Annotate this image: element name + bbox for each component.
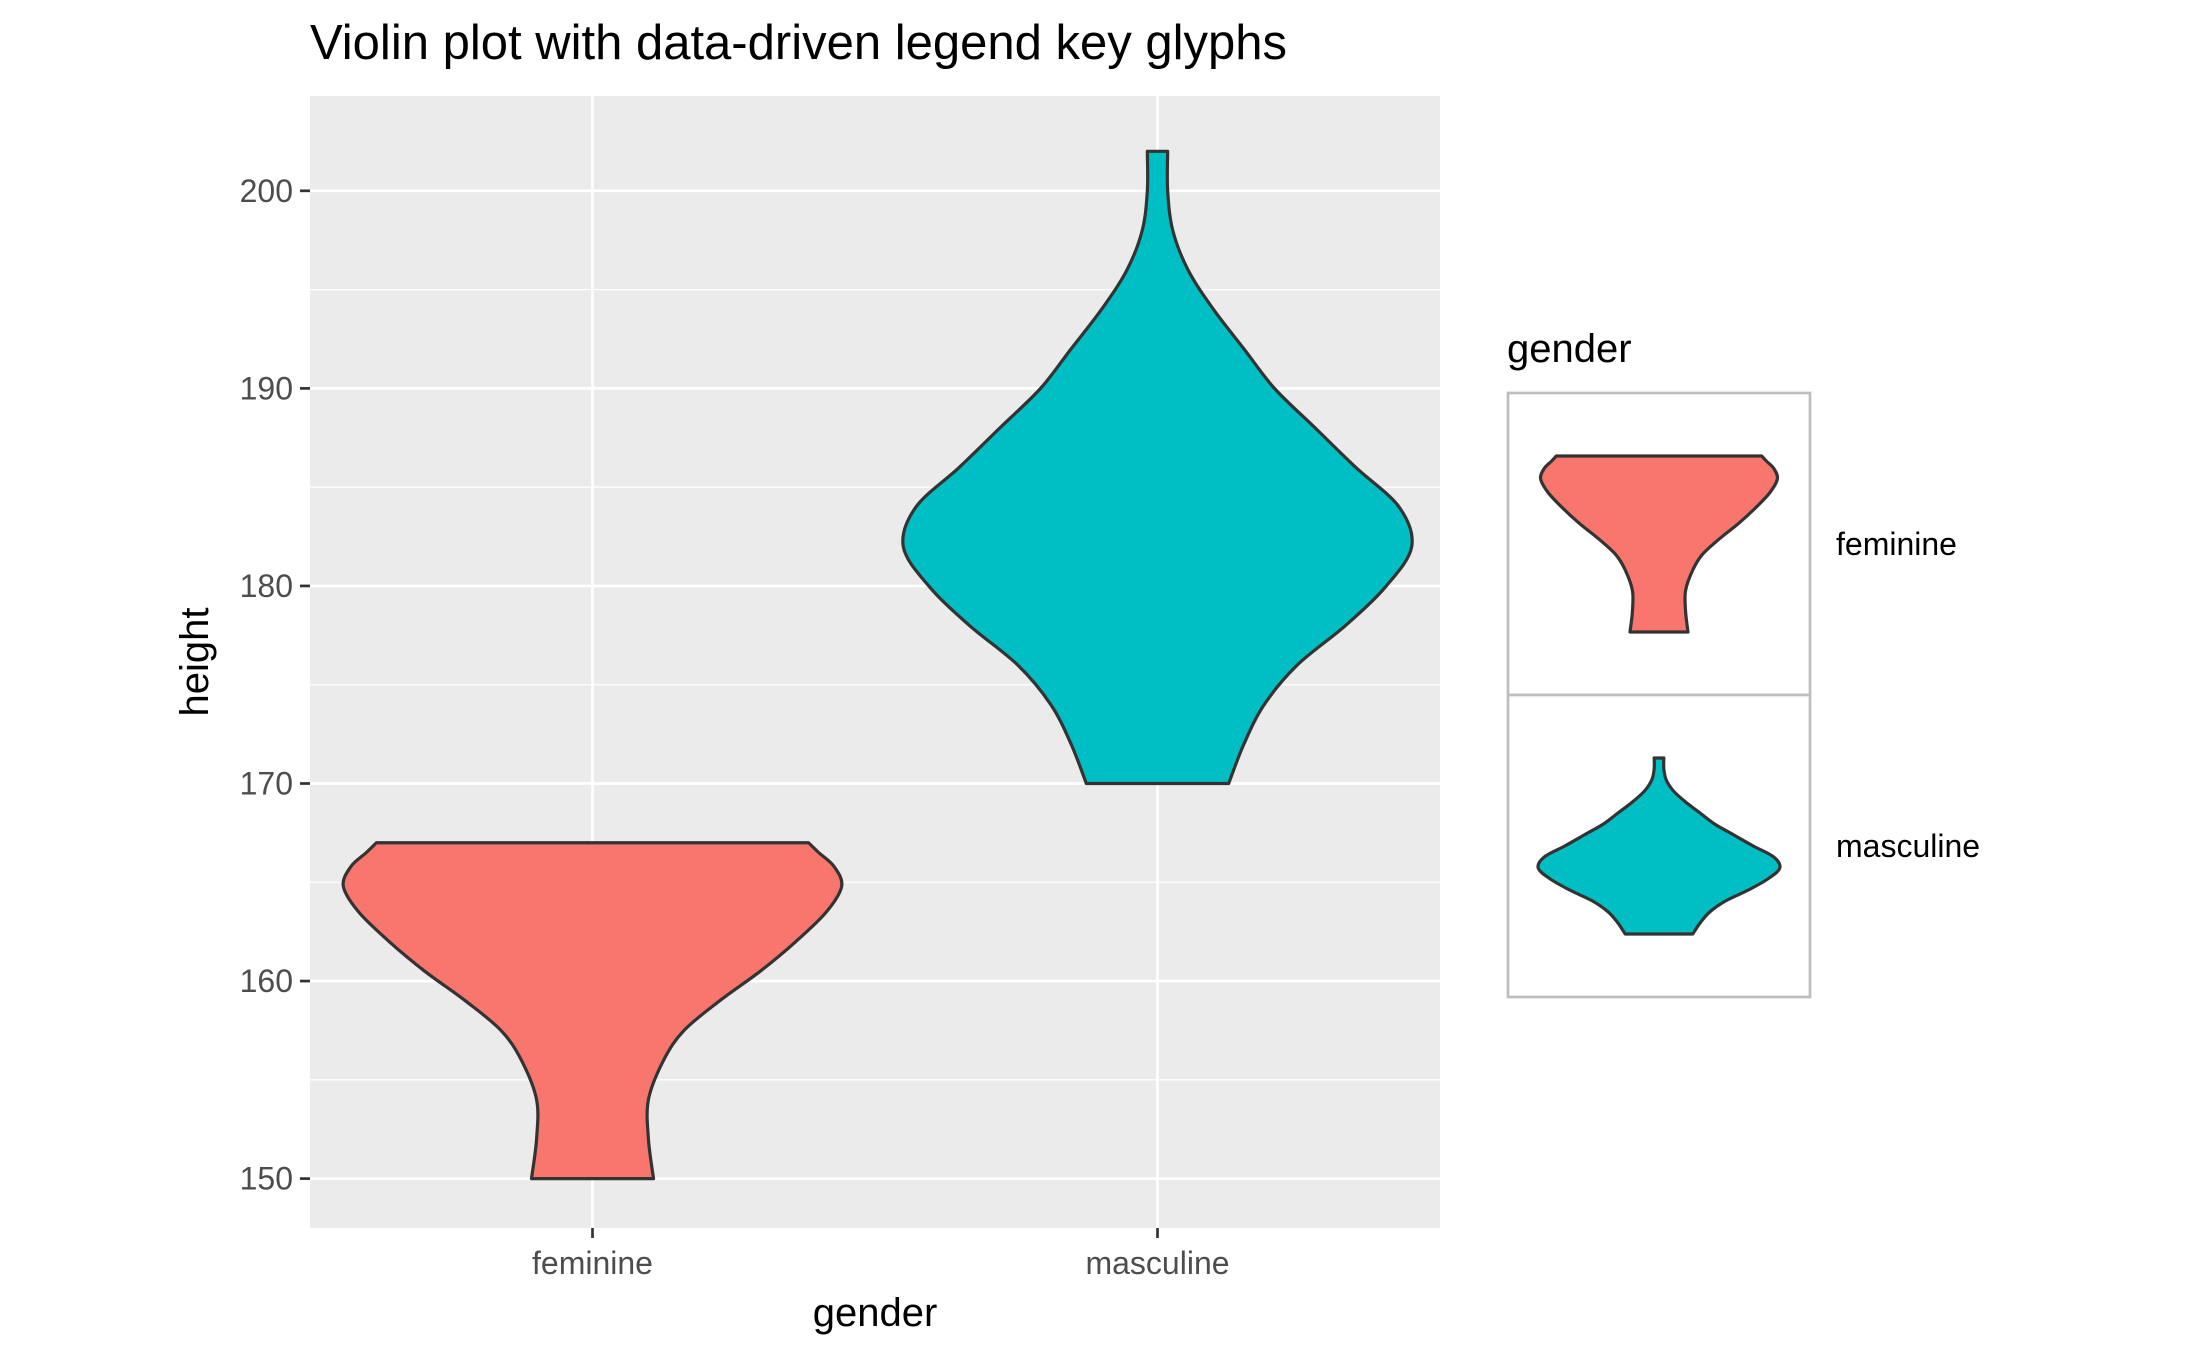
violins <box>341 149 1414 1181</box>
legend-title: gender <box>1507 327 1632 371</box>
y-axis-title: height <box>173 608 217 717</box>
violin-masculine <box>901 149 1414 786</box>
x-axis-title: gender <box>813 1291 938 1335</box>
legend: feminine masculine <box>1506 391 1980 999</box>
y-tick-label: 170 <box>240 765 293 801</box>
legend-label: feminine <box>1836 526 1957 562</box>
chart-title: Violin plot with data-driven legend key … <box>310 16 1287 70</box>
y-tick-label: 150 <box>240 1161 293 1197</box>
legend-glyph-masculine <box>1536 756 1782 936</box>
legend-label: masculine <box>1836 828 1980 864</box>
x-tick-label: feminine <box>532 1245 653 1281</box>
violin-feminine <box>341 841 844 1181</box>
y-tick-label: 180 <box>240 568 293 604</box>
y-tick-label: 160 <box>240 963 293 999</box>
legend-glyph-feminine <box>1538 454 1780 634</box>
x-tick-label: masculine <box>1085 1245 1229 1281</box>
axes: 150 160 170 180 190 200 feminine masculine <box>240 173 1230 1281</box>
y-tick-label: 200 <box>240 173 293 209</box>
y-tick-label: 190 <box>240 370 293 406</box>
